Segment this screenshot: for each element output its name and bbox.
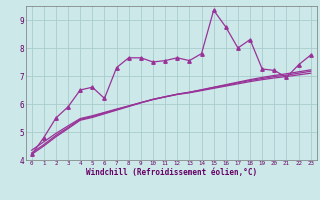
X-axis label: Windchill (Refroidissement éolien,°C): Windchill (Refroidissement éolien,°C) [86, 168, 257, 177]
